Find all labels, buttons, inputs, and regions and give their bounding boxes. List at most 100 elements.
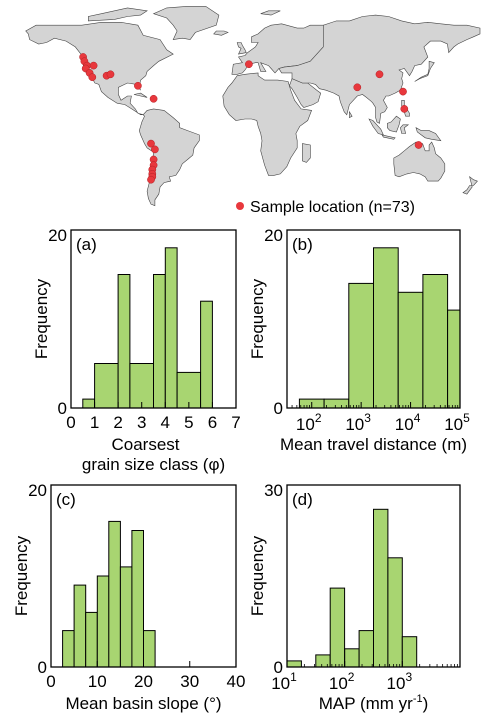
x-tick-label: 0 bbox=[66, 413, 75, 432]
landmass-borneo bbox=[387, 115, 401, 133]
y-tick-label: 20 bbox=[48, 226, 67, 245]
x-tick-label: 102 bbox=[296, 411, 322, 434]
landmass-madagascar bbox=[302, 143, 311, 163]
plot-frame bbox=[286, 484, 461, 668]
histogram-bar bbox=[164, 247, 178, 408]
sample-marker bbox=[88, 73, 97, 82]
x-tick-label: 20 bbox=[134, 672, 153, 691]
histogram-bar bbox=[397, 291, 424, 408]
histogram-bar bbox=[108, 520, 121, 667]
x-axis-label: Mean travel distance (m) bbox=[280, 435, 467, 454]
y-tick-label: 30 bbox=[264, 481, 283, 500]
histogram-bar bbox=[373, 247, 399, 408]
landmass-sulawesi bbox=[400, 124, 410, 134]
landmass-sri-lanka bbox=[349, 110, 353, 119]
histogram-bar bbox=[62, 630, 75, 667]
sample-marker bbox=[245, 60, 253, 69]
sample-marker bbox=[147, 175, 155, 184]
panel-label: (c) bbox=[56, 490, 76, 509]
x-tick-label: 103 bbox=[387, 670, 413, 693]
landmass-canadian-islands bbox=[88, 7, 148, 22]
panel-d: 0 30 101 102 103 (d) Frequency MAP (mm yr-1) bbox=[248, 481, 461, 713]
x-axis-label: grain size class (φ) bbox=[82, 455, 225, 474]
plot-frame bbox=[70, 229, 237, 409]
x-tick-label: 5 bbox=[184, 413, 193, 432]
histogram-bar bbox=[117, 274, 131, 408]
histogram-bar bbox=[323, 398, 350, 408]
x-tick-label: 104 bbox=[395, 411, 421, 434]
histogram-bar bbox=[153, 274, 166, 408]
y-axis-label: Frequency bbox=[248, 535, 267, 616]
x-tick-label: 10 bbox=[88, 672, 107, 691]
landmass-uk bbox=[236, 42, 247, 55]
x-tick-label: 30 bbox=[180, 672, 199, 691]
y-tick-label: 20 bbox=[28, 481, 47, 500]
histogram-bar bbox=[315, 654, 331, 667]
landmass-greenland bbox=[152, 6, 220, 40]
map-legend-label: Sample location (n=73) bbox=[250, 199, 415, 216]
landmass-cuba bbox=[133, 92, 148, 98]
y-tick-label: 0 bbox=[274, 399, 283, 418]
histogram-bar bbox=[387, 557, 403, 667]
histogram-bar bbox=[358, 630, 375, 667]
x-tick-label: 7 bbox=[231, 413, 240, 432]
sample-marker bbox=[414, 141, 423, 149]
panel-b: 0 20 102 103 104 105 (b) Frequency Mean travel d… bbox=[248, 226, 497, 454]
plot-frame bbox=[286, 229, 461, 409]
bars-c bbox=[62, 520, 156, 667]
histogram-bar bbox=[94, 363, 119, 408]
histogram-bar bbox=[472, 390, 497, 408]
y-tick-label: 0 bbox=[38, 658, 47, 677]
landmass-new-guinea bbox=[415, 127, 442, 142]
histogram-bar bbox=[422, 274, 449, 408]
x-tick-label: 0 bbox=[46, 672, 55, 691]
sample-marker bbox=[89, 61, 98, 70]
histogram-bar bbox=[143, 630, 156, 667]
sample-marker bbox=[151, 145, 159, 154]
panel-label: (d) bbox=[292, 490, 313, 509]
landmass-asia bbox=[278, 14, 481, 124]
landmass-africa bbox=[222, 72, 313, 176]
panel-label: (a) bbox=[76, 235, 97, 254]
x-tick-label: 103 bbox=[345, 411, 371, 434]
sample-marker bbox=[399, 87, 407, 96]
panel-label: (b) bbox=[292, 235, 313, 254]
x-tick-label: 102 bbox=[329, 670, 355, 693]
landmass-java bbox=[381, 134, 396, 140]
sample-marker bbox=[106, 70, 115, 79]
x-tick-label: 101 bbox=[271, 670, 297, 693]
sample-markers bbox=[79, 53, 423, 184]
sample-marker bbox=[400, 105, 409, 113]
y-axis-label: Frequency bbox=[12, 535, 31, 616]
world-map: Sample location (n=73) bbox=[10, 5, 481, 216]
y-tick-label: 20 bbox=[264, 226, 283, 245]
histogram-bar bbox=[373, 508, 389, 667]
landmass-new-zealand bbox=[462, 176, 478, 195]
histogram-bar bbox=[82, 398, 96, 408]
y-axis-label: Frequency bbox=[32, 278, 51, 359]
sample-marker bbox=[134, 81, 142, 90]
x-axis-label: MAP (mm yr-1) bbox=[319, 693, 429, 713]
histogram-bar bbox=[401, 636, 418, 667]
histogram-bar bbox=[131, 530, 144, 667]
histogram-bar bbox=[85, 611, 98, 667]
bars-a bbox=[82, 247, 213, 408]
x-axis-label: Coarsest bbox=[111, 435, 179, 454]
histogram-bar bbox=[287, 660, 302, 667]
bars-b bbox=[298, 247, 497, 408]
x-tick-label: 40 bbox=[227, 672, 246, 691]
x-axis-label: Mean basin slope (°) bbox=[65, 694, 221, 713]
histogram-bar bbox=[119, 566, 133, 667]
histogram-bar bbox=[73, 584, 87, 667]
histogram-bar bbox=[348, 282, 374, 408]
y-axis-label: Frequency bbox=[248, 278, 267, 359]
landmass-svalbard bbox=[260, 10, 281, 16]
x-tick-label: 3 bbox=[137, 413, 146, 432]
x-tick-label: 1 bbox=[90, 413, 99, 432]
x-tick-label: 105 bbox=[444, 411, 470, 434]
y-tick-label: 0 bbox=[274, 658, 283, 677]
x-tick-label: 4 bbox=[161, 413, 170, 432]
histogram-bar bbox=[96, 575, 110, 667]
